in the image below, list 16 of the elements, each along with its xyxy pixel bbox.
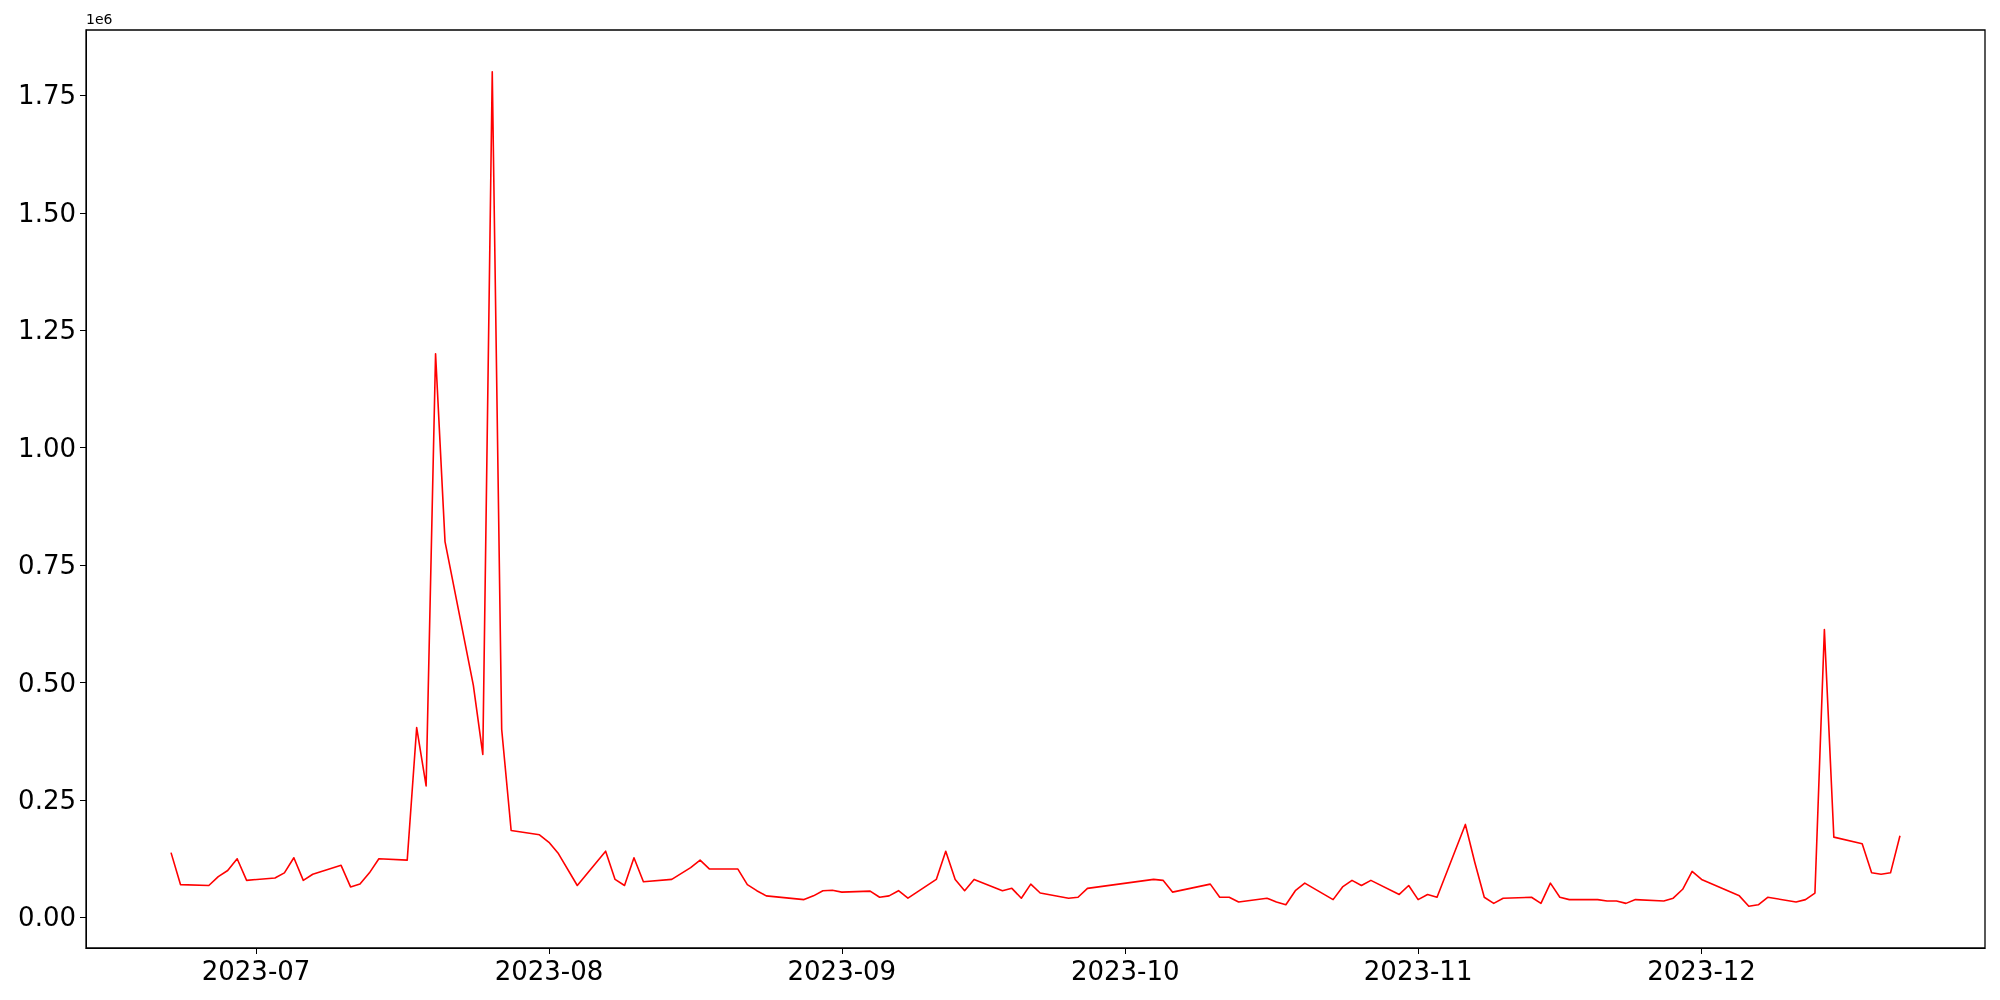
line-series bbox=[170, 71, 1901, 907]
text: 1e6 bbox=[86, 11, 113, 27]
y-tick-label: 0.50 bbox=[18, 667, 76, 698]
x-tick-label: 2023-10 bbox=[1070, 956, 1180, 986]
y-tick-label: 1.75 bbox=[18, 80, 76, 111]
y-tick-label: 0.75 bbox=[18, 550, 76, 581]
x-tick-label: 2023-07 bbox=[201, 956, 311, 986]
x-tick-label: 2023-12 bbox=[1647, 956, 1756, 986]
x-tick-label: 2023-11 bbox=[1363, 956, 1473, 986]
y-tick-label: 0.25 bbox=[18, 785, 76, 816]
y-tick-label: 1.50 bbox=[18, 197, 76, 228]
y-tick-label: 0.00 bbox=[18, 902, 76, 933]
y-tick-label: 1.00 bbox=[18, 432, 76, 463]
x-tick-label: 2023-08 bbox=[494, 956, 604, 986]
x-tick-label: 2023-09 bbox=[787, 956, 897, 986]
y-tick-label: 1.25 bbox=[18, 315, 76, 346]
